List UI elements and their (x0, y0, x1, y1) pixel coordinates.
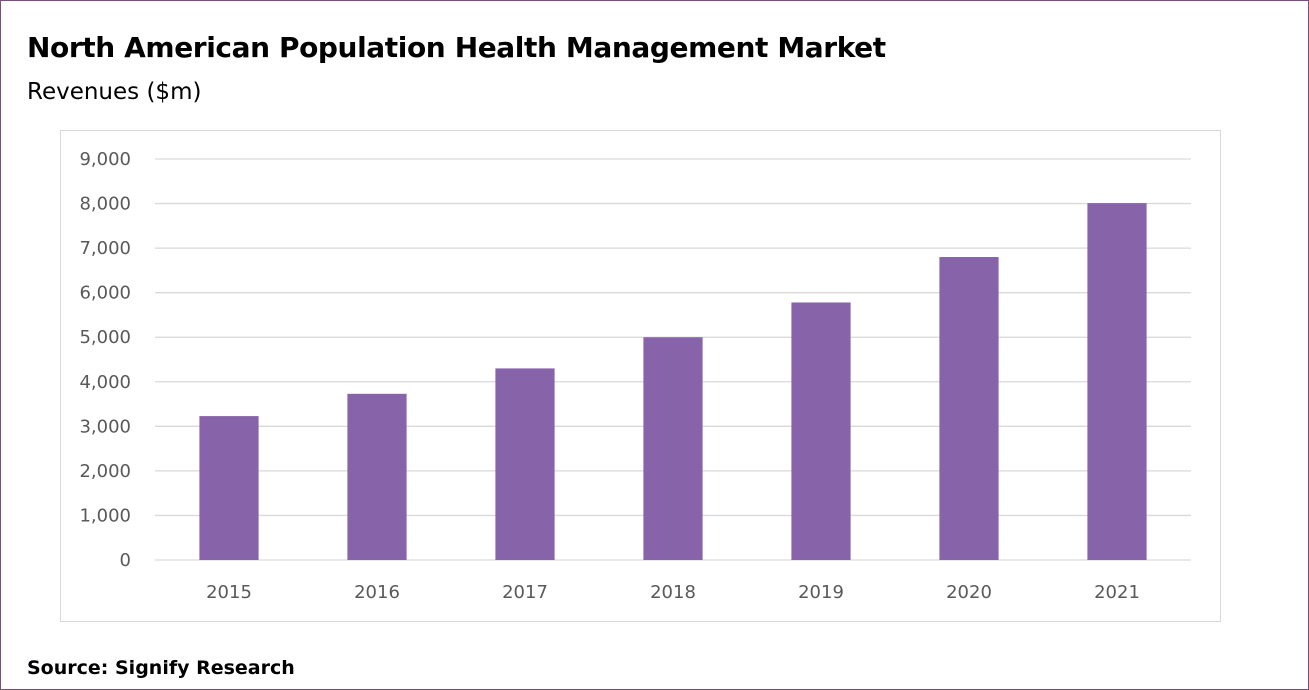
y-tick-label: 0 (120, 550, 131, 571)
y-tick-label: 5,000 (79, 327, 131, 348)
x-tick-label: 2021 (1094, 582, 1140, 603)
plot-area: 0 1,000 2,000 3,000 4,000 5,000 6,000 7,000 8,00… (60, 130, 1221, 622)
x-tick-label: 2015 (206, 582, 252, 603)
y-tick-label: 9,000 (79, 149, 131, 170)
bar-2017 (495, 368, 555, 560)
y-tick-label: 6,000 (79, 283, 131, 304)
y-tick-label: 4,000 (79, 372, 131, 393)
y-tick-label: 7,000 (79, 238, 131, 259)
chart-title: North American Population Health Managem… (27, 31, 886, 64)
bar-2020 (939, 257, 999, 560)
y-tick-label: 2,000 (79, 461, 131, 482)
bar-2018 (643, 337, 703, 560)
x-tick-label: 2018 (650, 582, 696, 603)
y-tick-label: 1,000 (79, 505, 131, 526)
x-tick-label: 2016 (354, 582, 400, 603)
y-tick-label: 3,000 (79, 416, 131, 437)
bar-2021 (1087, 203, 1147, 561)
chart-subtitle: Revenues ($m) (27, 79, 202, 105)
bar-2015 (199, 416, 259, 560)
x-tick-label: 2020 (946, 582, 992, 603)
bar-chart: 0 1,000 2,000 3,000 4,000 5,000 6,000 7,000 8,00… (79, 149, 1191, 603)
source-note: Source: Signify Research (27, 657, 295, 679)
bar-2016 (347, 393, 407, 560)
bar-2019 (791, 302, 851, 560)
x-tick-label: 2017 (502, 582, 548, 603)
y-tick-label: 8,000 (79, 194, 131, 215)
x-tick-label: 2019 (798, 582, 844, 603)
